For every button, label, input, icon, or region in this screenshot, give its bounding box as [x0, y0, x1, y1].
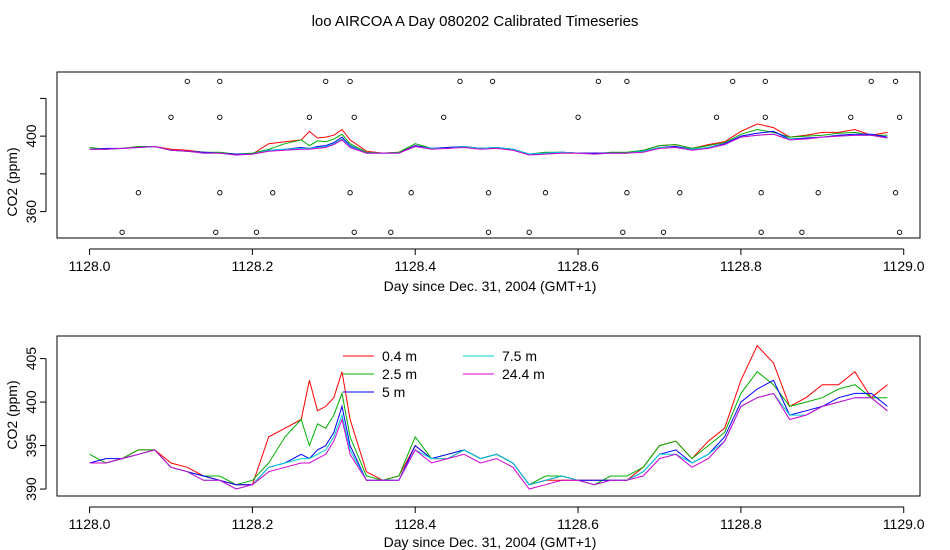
top-y-tick-label: 400	[23, 124, 39, 148]
sample-marker	[217, 114, 223, 120]
sample-marker	[217, 78, 223, 85]
sample-marker	[306, 114, 313, 120]
top-x-tick-label: 1128.2	[232, 258, 274, 274]
legend-label-2-5-m: 2.5 m	[382, 366, 417, 382]
sample-marker	[253, 229, 260, 235]
sample-marker	[620, 229, 626, 235]
sample-marker	[270, 190, 276, 196]
top-panel: 1128.0 1128.2 1128.4 1128.6 1128.8 1129.0 360…	[4, 71, 925, 294]
top-series-line-series-5	[89, 133, 888, 156]
sample-marker	[730, 78, 736, 85]
bottom-plot-frame	[56, 335, 921, 497]
sample-marker	[799, 229, 805, 235]
sample-marker	[758, 229, 764, 235]
sample-marker	[119, 229, 125, 235]
top-plot-frame	[56, 71, 921, 239]
bottom-y-axis-label: CO2 (ppm)	[4, 380, 20, 449]
bottom-x-tick-label: 1128.2	[232, 516, 274, 532]
sample-marker	[896, 114, 903, 120]
bottom-series-layer	[89, 344, 888, 490]
bottom-y-tick-label: 390	[23, 477, 39, 501]
top-x-axis: 1128.0 1128.2 1128.4 1128.6 1128.8 1129.0	[69, 248, 925, 274]
sample-marker	[762, 78, 768, 85]
sample-marker	[892, 78, 899, 85]
sample-marker	[388, 229, 394, 235]
sample-marker	[542, 190, 549, 196]
top-x-tick-label: 1128.0	[69, 258, 111, 274]
bottom-y-axis: 390 395 400 405	[23, 347, 47, 501]
sample-marker	[351, 114, 357, 120]
sample-marker	[351, 229, 357, 235]
sample-marker	[815, 190, 821, 196]
sample-marker	[758, 190, 764, 196]
sample-marker	[595, 78, 602, 85]
legend-label-7-5-m: 7.5 m	[502, 348, 537, 364]
top-x-axis-label: Day since Dec. 31, 2004 (GMT+1)	[384, 278, 597, 294]
bottom-x-axis: 1128.0 1128.2 1128.4 1128.6 1128.8 1129.0	[69, 506, 925, 532]
figure-title: loo AIRCOA A Day 080202 Calibrated Times…	[312, 13, 639, 30]
bottom-y-tick-label: 400	[23, 390, 39, 414]
sample-marker	[892, 190, 899, 196]
sample-marker	[485, 229, 492, 235]
top-x-tick-label: 1128.6	[557, 258, 599, 274]
sample-marker	[213, 229, 219, 235]
bottom-x-tick-label: 1128.4	[394, 516, 436, 532]
bottom-x-tick-label: 1128.0	[69, 516, 111, 532]
sample-marker	[660, 229, 667, 235]
bottom-x-tick-label: 1128.6	[557, 516, 599, 532]
top-marker-layer	[119, 78, 903, 235]
top-y-axis: 360 400	[23, 97, 47, 224]
bottom-x-axis-label: Day since Dec. 31, 2004 (GMT+1)	[384, 534, 597, 550]
top-x-tick-label: 1128.4	[394, 258, 436, 274]
top-y-tick-label: 360	[23, 200, 39, 224]
top-x-tick-label: 1129.0	[883, 258, 925, 274]
top-y-axis-label: CO2 (ppm)	[4, 147, 20, 216]
top-series-line-series-2	[89, 128, 888, 155]
sample-marker	[713, 114, 720, 120]
bottom-series-line-5-m	[89, 379, 888, 486]
bottom-x-tick-label: 1128.8	[720, 516, 762, 532]
bottom-series-line-7-5-m	[89, 392, 888, 490]
sample-marker	[526, 229, 532, 235]
sample-marker	[848, 114, 854, 120]
legend-label-24-4-m: 24.4 m	[502, 366, 545, 382]
sample-marker	[677, 190, 683, 196]
top-series-layer	[89, 123, 888, 156]
sample-marker	[441, 114, 447, 120]
legend-label-5-m: 5 m	[382, 384, 405, 400]
bottom-series-line-2-5-m	[89, 370, 888, 486]
sample-marker	[408, 190, 414, 196]
top-x-tick-label: 1128.8	[720, 258, 762, 274]
sample-marker	[135, 190, 142, 196]
bottom-series-line-0-4-m	[89, 344, 888, 486]
sample-marker	[485, 190, 492, 196]
bottom-x-tick-label: 1129.0	[883, 516, 925, 532]
sample-marker	[323, 78, 329, 85]
bottom-y-tick-label: 395	[23, 434, 39, 458]
sample-marker	[184, 78, 190, 85]
top-series-line-series-1	[89, 123, 888, 155]
sample-marker	[347, 190, 353, 196]
sample-marker	[624, 190, 630, 196]
sample-marker	[624, 78, 630, 85]
legend-label-0-4-m: 0.4 m	[382, 348, 417, 364]
legend: 0.4 m 2.5 m 5 m 7.5 m 24.4 m	[343, 348, 545, 400]
bottom-y-tick-label: 405	[23, 347, 39, 371]
sample-marker	[457, 78, 463, 85]
bottom-series-line-24-4-m	[89, 392, 888, 490]
sample-marker	[347, 78, 353, 85]
sample-marker	[575, 114, 581, 120]
bottom-panel: 1128.0 1128.2 1128.4 1128.6 1128.8 1129.0 390…	[4, 335, 925, 550]
sample-marker	[489, 78, 496, 85]
sample-marker	[762, 114, 768, 120]
sample-marker	[168, 114, 174, 120]
sample-marker	[217, 190, 223, 196]
sample-marker	[896, 229, 903, 235]
sample-marker	[868, 78, 874, 85]
